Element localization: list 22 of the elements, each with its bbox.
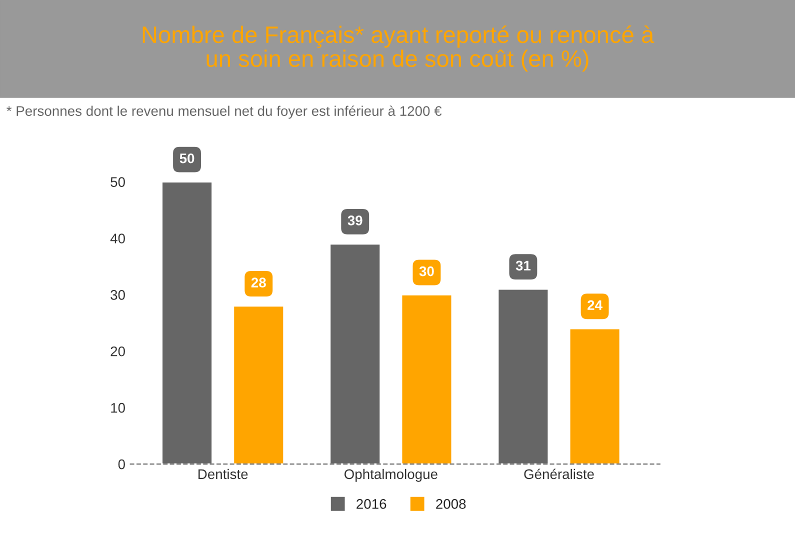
data-label: 31 <box>516 260 531 271</box>
data-label: 24 <box>588 300 602 310</box>
y-tick-label: 30 <box>110 290 125 300</box>
data-label: 39 <box>348 216 362 226</box>
y-tick-label: 20 <box>110 346 125 356</box>
y-tick-label: 50 <box>110 177 125 187</box>
legend-label: 2016 <box>356 499 386 509</box>
x-tick-label: Dentiste <box>198 468 248 480</box>
x-tick-label: Généraliste <box>524 468 594 480</box>
x-tick-label: Ophtalmologue <box>344 468 438 482</box>
y-tick-label: 10 <box>111 402 125 413</box>
bar <box>400 294 453 464</box>
bar <box>568 328 621 464</box>
y-tick-label: 0 <box>118 459 125 470</box>
data-label: 28 <box>251 278 266 288</box>
text: * Personnes dont le revenu mensuel net du foyer est inférieur à 1200 € <box>6 106 442 119</box>
data-label: 30 <box>419 266 434 276</box>
chart-title: Nombre de Français* ayant reporté ou renoncé à un soin en raison de son coût (en %) <box>142 26 654 72</box>
y-tick-label: 40 <box>110 234 125 244</box>
legend-label: 2008 <box>436 499 466 509</box>
bar <box>232 305 285 464</box>
data-label: 50 <box>180 153 194 164</box>
